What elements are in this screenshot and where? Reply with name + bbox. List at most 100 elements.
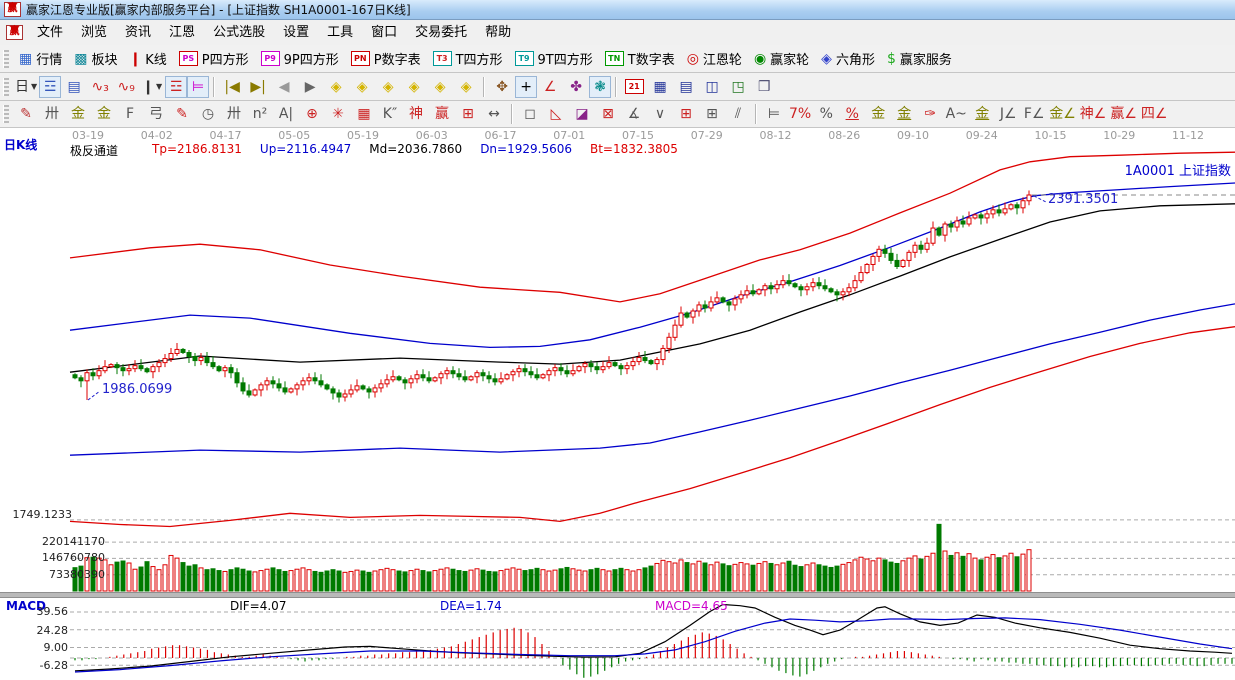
grid-shift-icon[interactable]: ⊞ <box>699 102 725 126</box>
k-mark-icon[interactable]: K″ <box>377 102 403 126</box>
menu-item-1[interactable]: 文件 <box>37 25 64 40</box>
full-view-diamond-icon[interactable]: ◈ <box>453 75 479 99</box>
panel-splitter[interactable] <box>0 592 1235 598</box>
gold-underline-icon[interactable]: 金 <box>969 102 995 126</box>
zoom-out-diamond-icon[interactable]: ◈ <box>427 75 453 99</box>
wave-9-icon[interactable]: ∿₉ <box>113 75 139 99</box>
shift-left-diamond-icon[interactable]: ◈ <box>323 75 349 99</box>
period-dropdown-button[interactable]: 日 ▼ <box>13 75 39 99</box>
pan-diamond-icon[interactable]: ◈ <box>375 75 401 99</box>
shen-tool-icon[interactable]: 神 <box>403 102 429 126</box>
parallel-lines-icon[interactable]: ⫽ <box>725 102 751 126</box>
angle-fan-icon[interactable]: ∡ <box>621 102 647 126</box>
box-fan-icon[interactable]: ⊠ <box>595 102 621 126</box>
prev-bar-icon[interactable]: ◀ <box>271 75 297 99</box>
quotes-button[interactable]: ▦ 行情 <box>13 46 68 72</box>
candle-style-dropdown[interactable]: ❙ ▼ <box>139 75 165 99</box>
winner-service-button[interactable]: $ 赢家服务 <box>881 46 958 72</box>
gann-fan-icon[interactable]: ◺ <box>543 102 569 126</box>
fib-f-icon[interactable]: F <box>117 102 143 126</box>
t-square-button[interactable]: T3 T四方形 <box>427 46 509 72</box>
shift-right-diamond-icon[interactable]: ◈ <box>349 75 375 99</box>
angle-measure-icon[interactable]: A| <box>273 102 299 126</box>
gold-circle-icon[interactable]: 金 <box>865 102 891 126</box>
toolbar-grip[interactable] <box>3 105 9 123</box>
9p-square-button[interactable]: P9 9P四方形 <box>255 46 345 72</box>
menu-item-9[interactable]: 交易委托 <box>415 25 468 40</box>
toolbar-grip[interactable] <box>3 77 9 96</box>
sectors-button[interactable]: ▩ 板块 <box>68 46 123 72</box>
menu-item-5[interactable]: 公式选股 <box>213 25 266 40</box>
last-bar-icon[interactable]: ▶| <box>245 75 271 99</box>
volume-profile-icon[interactable]: ⊨ <box>187 75 210 98</box>
calculator-icon[interactable]: ▦ <box>647 75 673 99</box>
toolbar-grip[interactable] <box>3 49 9 68</box>
erase-pencil-icon[interactable]: ✎ <box>169 102 195 126</box>
gann-star-icon[interactable]: ✳ <box>325 102 351 126</box>
brush-icon[interactable]: ✑ <box>917 102 943 126</box>
percent-underline-icon[interactable]: % <box>839 102 865 126</box>
price-frame-icon[interactable]: ⊨ <box>761 102 787 126</box>
wave-detect-icon[interactable]: ❃ <box>589 75 612 98</box>
gold-ratio-price-icon[interactable]: 金 <box>91 102 117 126</box>
gold-ratio-time-icon[interactable]: 金 <box>65 102 91 126</box>
winner-wheel-button[interactable]: ◉ 赢家轮 <box>748 46 815 72</box>
measure-123-icon[interactable]: ⊞ <box>455 102 481 126</box>
kline-chart-canvas[interactable] <box>0 128 1235 680</box>
menu-item-6[interactable]: 设置 <box>283 25 310 40</box>
menu-item-3[interactable]: 资讯 <box>125 25 152 40</box>
indicator-name[interactable]: 极反通道 <box>70 144 119 158</box>
save-icon[interactable]: ◫ <box>699 75 725 99</box>
9t-square-button[interactable]: T9 9T四方形 <box>509 46 599 72</box>
ying-tool-icon[interactable]: 赢 <box>429 102 455 126</box>
calendar-icon[interactable]: 21 <box>621 75 647 99</box>
hand-tool-icon[interactable]: ✥ <box>489 75 515 99</box>
n-square-icon[interactable]: n² <box>247 102 273 126</box>
angle-line-icon[interactable]: ∠ <box>537 75 563 99</box>
title-bar[interactable]: 赢 赢家江恩专业版[赢家内部服务平台] - [上证指数 SH1A0001-167… <box>0 0 1235 20</box>
chart-area[interactable]: 03-19 04-02 04-17 05-05 05-19 06-03 06-17 07-01… <box>0 128 1235 680</box>
menu-item-10[interactable]: 帮助 <box>485 25 512 40</box>
gann-wheel-button[interactable]: ◎ 江恩轮 <box>681 46 748 72</box>
compress-kline-icon[interactable]: ☲ <box>39 75 62 98</box>
grid-red-icon[interactable]: ⊞ <box>673 102 699 126</box>
percent-icon[interactable]: % <box>813 102 839 126</box>
info-f10-icon[interactable]: ▤ <box>61 75 87 99</box>
wave-a-icon[interactable]: A~ <box>943 102 969 126</box>
four-angle-icon[interactable]: 四∠ <box>1139 102 1170 126</box>
gann-compass-icon[interactable]: ⊕ <box>299 102 325 126</box>
hexagon-button[interactable]: ◈ 六角形 <box>815 46 881 72</box>
pattern-mode-icon[interactable]: ☲ <box>165 75 188 98</box>
p-number-table-button[interactable]: PN P数字表 <box>345 46 427 72</box>
export-web-icon[interactable]: ◳ <box>725 75 751 99</box>
draw-pencil-icon[interactable]: ✎ <box>13 102 39 126</box>
spiral-icon[interactable]: 弓 <box>143 102 169 126</box>
p-square-button[interactable]: PS P四方形 <box>173 46 255 72</box>
bar-count-ruler-icon[interactable]: 卅 <box>221 102 247 126</box>
notes-icon[interactable]: ▤ <box>673 75 699 99</box>
gann-shape-icon[interactable]: ✤ <box>563 75 589 99</box>
width-measure-icon[interactable]: ↔ <box>481 102 507 126</box>
zoom-in-diamond-icon[interactable]: ◈ <box>401 75 427 99</box>
print-icon[interactable]: ❒ <box>751 75 777 99</box>
menu-item-2[interactable]: 浏览 <box>81 25 108 40</box>
menu-item-7[interactable]: 工具 <box>327 25 354 40</box>
fan-box-icon[interactable]: ◪ <box>569 102 595 126</box>
first-bar-icon[interactable]: |◀ <box>219 75 245 99</box>
time-cycle-clock-icon[interactable]: ◷ <box>195 102 221 126</box>
ying-angle-icon[interactable]: 赢∠ <box>1108 102 1139 126</box>
wave-tool-icon[interactable]: ∨ <box>647 102 673 126</box>
wave-3-icon[interactable]: ∿₃ <box>87 75 113 99</box>
t-number-table-button[interactable]: TN T数字表 <box>599 46 681 72</box>
gold-line-icon[interactable]: 金 <box>891 102 917 126</box>
f-angle-icon[interactable]: F∠ <box>1021 102 1047 126</box>
next-bar-icon[interactable]: ▶ <box>297 75 323 99</box>
crosshair-tool-icon[interactable]: + <box>515 75 538 98</box>
gold-angle-icon[interactable]: 金∠ <box>1047 102 1078 126</box>
menu-item-8[interactable]: 窗口 <box>371 25 398 40</box>
time-ruler-icon[interactable]: 卅 <box>39 102 65 126</box>
j-angle-icon[interactable]: J∠ <box>995 102 1021 126</box>
shen-angle-icon[interactable]: 神∠ <box>1078 102 1109 126</box>
macd-panel-title[interactable]: MACD <box>6 599 46 613</box>
kline-button[interactable]: ❙ K线 <box>124 46 173 72</box>
